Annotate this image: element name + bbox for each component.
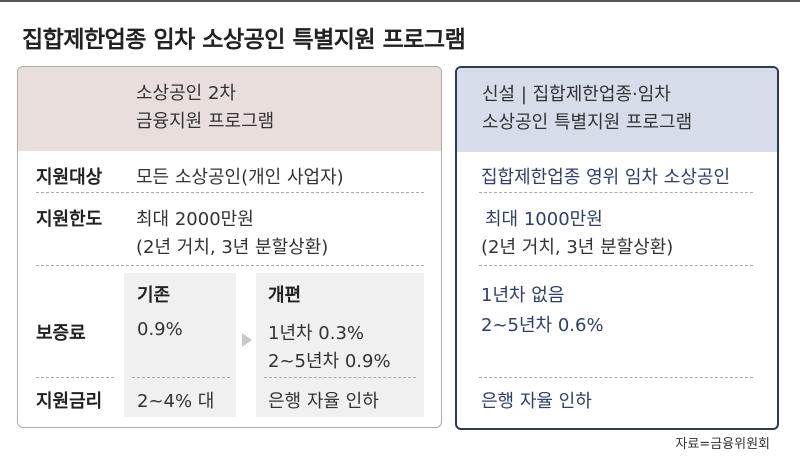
fee-before-value: 0.9% <box>137 319 183 340</box>
row-divider <box>479 192 753 193</box>
new-limit-value-line2: (2년 거치, 3년 분할상환) <box>481 237 674 258</box>
fee-after-line1: 1년차 0.3% <box>268 323 365 344</box>
limit-label: 지원한도 <box>36 209 103 230</box>
new-program-header: 신설 | 집합제한업종·임차 소상공인 특별지원 프로그램 <box>457 68 777 152</box>
existing-target-value: 모든 소상공인(개인 사업자) <box>136 167 344 188</box>
fee-after-line2: 2~5년차 0.9% <box>268 351 391 372</box>
new-program-title-line1: 신설 | 집합제한업종·임차 <box>482 84 671 105</box>
new-program-card: 신설 | 집합제한업종·임차 소상공인 특별지원 프로그램 집합제한업종 영위 … <box>455 66 779 430</box>
rate-before-value: 2~4% 대 <box>137 391 215 412</box>
row-divider <box>132 377 230 378</box>
existing-program-card: 소상공인 2차 금융지원 프로그램 지원대상 모든 소상공인(개인 사업자) 지… <box>17 66 442 428</box>
rate-after-value: 은행 자율 인하 <box>268 391 379 412</box>
new-rate-value: 은행 자율 인하 <box>481 391 592 412</box>
top-rule <box>0 0 800 2</box>
existing-program-title-line2: 금융지원 프로그램 <box>136 111 275 132</box>
existing-program-title-line1: 소상공인 2차 <box>136 83 236 104</box>
fee-before-box <box>124 273 236 417</box>
existing-limit-value-line1: 최대 2000만원 <box>136 209 254 230</box>
row-divider <box>479 265 753 266</box>
target-label: 지원대상 <box>36 167 103 188</box>
source-credit: 자료=금융위원회 <box>675 437 770 452</box>
row-divider <box>264 377 416 378</box>
new-fee-line1: 1년차 없음 <box>481 285 565 306</box>
new-limit-value-line1: 최대 1000만원 <box>485 209 603 230</box>
fee-before-heading: 기존 <box>137 285 171 306</box>
row-divider <box>479 377 753 378</box>
row-divider <box>36 265 424 266</box>
page-title: 집합제한업종 임차 소상공인 특별지원 프로그램 <box>22 27 466 53</box>
fee-after-heading: 개편 <box>268 285 302 306</box>
arrow-right-icon <box>242 333 252 347</box>
existing-limit-value-line2: (2년 거치, 3년 분할상환) <box>136 237 329 258</box>
row-divider <box>36 377 114 378</box>
row-divider <box>36 192 424 193</box>
rate-label: 지원금리 <box>36 391 103 412</box>
existing-program-header: 소상공인 2차 금융지원 프로그램 <box>18 67 441 151</box>
new-program-title-line2: 소상공인 특별지원 프로그램 <box>482 112 693 133</box>
fee-after-box <box>256 273 424 417</box>
new-fee-line2: 2~5년차 0.6% <box>481 315 604 336</box>
fee-label: 보증료 <box>36 323 86 344</box>
new-target-value: 집합제한업종 영위 임차 소상공인 <box>481 167 731 188</box>
